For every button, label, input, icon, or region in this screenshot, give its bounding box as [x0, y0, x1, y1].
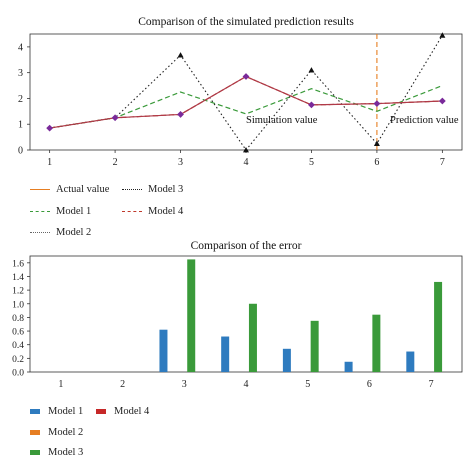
point-actual-value: [438, 97, 446, 105]
point-actual-value: [242, 73, 250, 80]
legend-swatch-bar-model-4: [96, 409, 106, 414]
x-tick-label: 4: [244, 379, 249, 390]
x-tick-label: 4: [244, 157, 249, 168]
legend-label: Model 3: [148, 184, 184, 195]
legend-item-model-1: Model 1: [30, 206, 91, 217]
point-actual-value: [308, 101, 315, 109]
legend-swatch-model-1: [30, 211, 50, 212]
bar-model-1: [221, 336, 230, 372]
x-tick-label: 2: [120, 379, 125, 390]
bottom-plot-frame: [29, 255, 463, 373]
y-tick-label: 1.6: [12, 259, 24, 269]
legend-label: Model 2: [56, 227, 92, 238]
point-model-3: [373, 140, 380, 146]
point-model-3: [439, 32, 446, 38]
annotation-text: Prediction value: [390, 115, 459, 126]
top-chart-title: Comparison of the simulated prediction r…: [138, 16, 354, 28]
y-tick-label: 4: [18, 42, 23, 53]
legend-swatch-bar-model-3: [30, 450, 40, 455]
bar-model-3: [248, 303, 257, 372]
x-tick-label: 3: [182, 379, 187, 390]
x-tick-label: 6: [374, 157, 379, 168]
annotation-text: Simulation value: [246, 115, 318, 126]
legend-swatch-bar-model-2: [30, 430, 40, 435]
x-tick-label: 2: [113, 157, 118, 168]
y-tick-label: 1.2: [12, 287, 24, 297]
point-actual-value: [46, 124, 54, 132]
series-line-model-3: [49, 35, 443, 151]
y-tick-label: 1.0: [12, 300, 24, 310]
point-actual-value: [111, 114, 119, 122]
legend-item-model-3: Model 3: [122, 184, 183, 195]
x-tick-label: 5: [305, 379, 310, 390]
bar-model-3: [434, 281, 443, 372]
bar-model-1: [282, 348, 291, 372]
bottom-plot-area: 0.0 0.2 0.4 0.6 0.8 1.0 1.2 1.4 1.6 1 2 3 4 5 6 7: [12, 255, 463, 390]
x-tick-label: 7: [429, 379, 434, 390]
legend-item-model-2: Model 2: [30, 227, 91, 238]
y-tick-label: 3: [18, 68, 23, 79]
y-tick-label: 1: [18, 120, 23, 131]
x-tick-label: 3: [178, 157, 183, 168]
legend-label: Model 2: [48, 427, 84, 438]
bar-model-3: [187, 259, 196, 372]
bottom-chart-title: Comparison of the error: [191, 240, 302, 252]
x-tick-label: 6: [367, 379, 372, 390]
point-model-3: [177, 52, 184, 58]
bottom-chart: Comparison of the error 0.0 0.2 0.4 0.6 0.8 1…: [12, 240, 463, 390]
point-actual-value: [177, 111, 184, 118]
legend-item-bar-model-1: Model 1: [30, 406, 83, 417]
x-tick-label: 5: [309, 157, 314, 168]
x-tick-label: 1: [47, 157, 52, 168]
legend-label: Model 1: [56, 206, 92, 217]
point-model-3: [243, 147, 249, 153]
legend-swatch-model-4: [122, 211, 142, 212]
bar-model-1: [406, 351, 415, 372]
legend-item-bar-model-3: Model 3: [30, 447, 83, 458]
point-model-3: [308, 67, 315, 73]
bar-model-3: [372, 314, 381, 372]
legend-label: Model 4: [114, 406, 150, 417]
legend-item-bar-model-2: Model 2: [30, 427, 83, 438]
bar-model-3: [310, 320, 319, 372]
legend-swatch-model-2: [30, 232, 50, 233]
legend-label: Actual value: [56, 184, 110, 195]
bar-model-1: [159, 329, 168, 372]
y-tick-label: 0.8: [12, 314, 24, 324]
top-plot-frame: [29, 33, 463, 151]
legend-item-model-4: Model 4: [122, 206, 183, 217]
y-tick-label: 0.6: [12, 328, 24, 338]
y-tick-label: 2: [18, 94, 23, 105]
legend-item-bar-model-4: Model 4: [96, 406, 149, 417]
point-actual-value: [373, 100, 381, 107]
y-tick-label: 1.4: [12, 273, 24, 283]
legend-item-actual-value: Actual value: [30, 184, 109, 195]
x-tick-label: 1: [58, 379, 63, 390]
legend-swatch-actual-value: [30, 189, 50, 190]
legend-swatch-bar-model-1: [30, 409, 40, 414]
x-tick-label: 7: [440, 157, 445, 168]
legend-label: Model 4: [148, 206, 184, 217]
top-plot-area: 0 1 2 3 4 1 2 3 4 5 6 7 Simulation value Prediction v…: [18, 32, 463, 168]
legend-label: Model 3: [48, 447, 84, 458]
y-tick-label: 0.4: [12, 341, 24, 351]
y-tick-label: 0.2: [12, 355, 24, 365]
legend-label: Model 1: [48, 406, 84, 417]
bar-model-1: [344, 361, 353, 372]
y-tick-label: 0: [18, 146, 23, 157]
top-chart: Comparison of the simulated prediction r…: [18, 16, 463, 168]
legend-swatch-model-3: [122, 189, 142, 190]
y-tick-label: 0.0: [12, 369, 24, 379]
